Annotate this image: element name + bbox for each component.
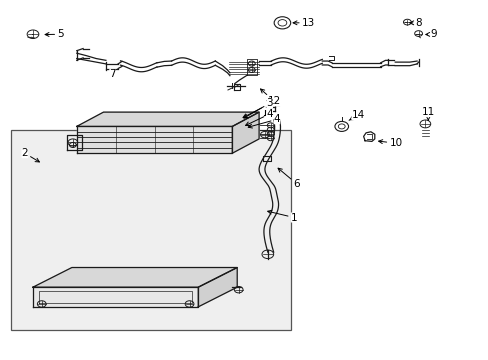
Text: 3: 3 [243,100,270,117]
Text: 11: 11 [421,107,434,120]
Text: 4: 4 [245,109,272,126]
Polygon shape [232,112,259,153]
Polygon shape [33,287,198,307]
Text: 9: 9 [425,29,436,39]
Text: 3: 3 [244,98,272,118]
Polygon shape [33,267,237,287]
Text: 2: 2 [21,148,40,162]
Text: 8: 8 [409,18,422,28]
Text: 7: 7 [109,68,116,78]
Text: 12: 12 [260,89,281,107]
Polygon shape [198,267,237,307]
Text: 14: 14 [348,110,364,120]
Polygon shape [77,126,232,153]
Text: 4: 4 [248,114,280,128]
Text: 1: 1 [267,210,297,222]
Text: 5: 5 [45,29,64,39]
Bar [11,130,290,330]
Text: 10: 10 [378,138,402,148]
Polygon shape [77,112,259,126]
Text: 13: 13 [292,18,314,28]
Text: 6: 6 [278,168,299,189]
